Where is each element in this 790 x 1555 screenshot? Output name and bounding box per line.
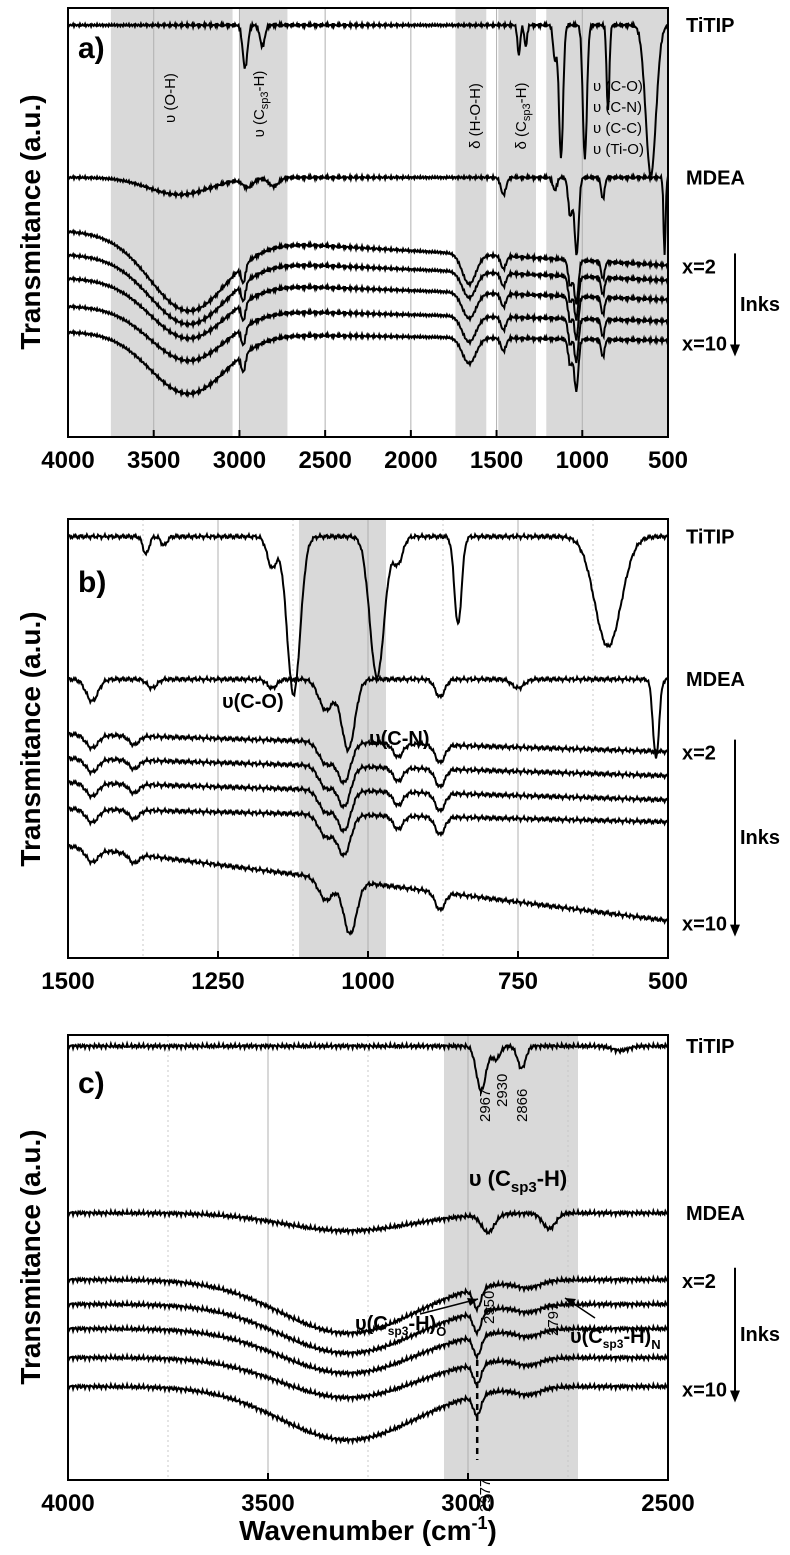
- panel-0: TiTIP MDEA x=2 x=10 Inks 4000 3500 3000 2500 2000…: [15, 7, 780, 474]
- band-label: υ (O-H): [162, 73, 179, 123]
- spectrum-line: [67, 1323, 669, 1379]
- assignment-label: υ (C-O): [593, 78, 643, 95]
- series-label: TiTIP: [686, 1036, 735, 1058]
- spectrum-line: [67, 843, 669, 936]
- spectrum-line: [67, 730, 669, 786]
- panel-letter: b): [78, 566, 106, 599]
- assignment-label: υ (C-N): [593, 99, 642, 116]
- spectrum-line: [67, 754, 669, 810]
- series-label: TiTIP: [686, 15, 735, 37]
- ink-label-last: x=10: [682, 914, 727, 936]
- inks-label: Inks: [740, 294, 780, 316]
- panel-1: TiTIP MDEA x=2 x=10 Inks 1500 1250 1000 750 500 b)…: [15, 518, 780, 995]
- y-axis-title: Transmitance (a.u.): [15, 611, 46, 866]
- annotation-label: υ(C-O): [222, 691, 284, 713]
- ink-label-last: x=10: [682, 333, 727, 355]
- x-tick-label: 1000: [341, 968, 394, 995]
- spectrum-line: [67, 674, 669, 759]
- peak-label: 2967: [477, 1089, 494, 1122]
- ink-label-first: x=2: [682, 1271, 716, 1293]
- x-tick-label: 500: [648, 447, 688, 474]
- x-tick-label: 2500: [298, 447, 351, 474]
- spectrum-line: [67, 328, 669, 399]
- y-axis-title: Transmitance (a.u.): [15, 1129, 46, 1384]
- band-title: υ (Csp3-H): [469, 1166, 568, 1196]
- band-label: δ (H-O-H): [467, 83, 484, 149]
- shaded-band: [455, 8, 487, 437]
- peak-label: 2950: [481, 1291, 498, 1324]
- annotation-label: υ(Csp3-H)N: [570, 1326, 661, 1352]
- assignment-label: υ (Ti-O): [593, 141, 644, 158]
- spectrum-line: [67, 531, 669, 698]
- ink-label-first: x=2: [682, 256, 716, 278]
- x-axis-title: Wavenumber (cm-1): [239, 1513, 497, 1546]
- inks-label: Inks: [740, 827, 780, 849]
- spectrum-line: [67, 805, 669, 859]
- x-tick-label: 1000: [556, 447, 609, 474]
- plot-frame: [67, 1034, 669, 1481]
- annotation-label: υ(Csp3-H)O: [355, 1313, 446, 1339]
- peak-label: 2977: [477, 1479, 494, 1512]
- shaded-band: [110, 8, 233, 437]
- ink-arrow-head: [730, 344, 740, 357]
- x-tick-label: 500: [648, 968, 688, 995]
- annotation-arrow-head: [467, 1298, 478, 1306]
- x-tick-label: 4000: [41, 447, 94, 474]
- shaded-band: [498, 8, 536, 437]
- x-tick-label: 1250: [191, 968, 244, 995]
- annotation-arrow-head: [565, 1298, 576, 1306]
- spectrum-line: [67, 1380, 669, 1446]
- series-label: TiTIP: [686, 527, 735, 549]
- peak-label: 2930: [494, 1074, 511, 1107]
- assignment-label: υ (C-C): [593, 120, 642, 137]
- ink-arrow-head: [730, 1390, 740, 1403]
- panel-letter: c): [78, 1067, 105, 1100]
- plot-frame: [67, 7, 669, 438]
- ink-label-last: x=10: [682, 1380, 727, 1402]
- spectrum-line: [67, 251, 669, 330]
- inks-label: Inks: [740, 1324, 780, 1346]
- x-tick-label: 3500: [241, 1490, 294, 1517]
- x-tick-label: 1500: [41, 968, 94, 995]
- spectrum-line: [67, 1274, 669, 1339]
- series-label: MDEA: [686, 167, 745, 189]
- annotation-label: υ(C-N): [369, 728, 430, 750]
- x-tick-label: 2000: [384, 447, 437, 474]
- spectrum-line: [67, 275, 669, 344]
- panel-2: TiTIP MDEA x=2 x=10 Inks 4000 3500 3000 2500 c) Tr…: [15, 1034, 780, 1546]
- series-label: MDEA: [686, 1203, 745, 1225]
- spectrum-line: [67, 303, 669, 366]
- ink-arrow-head: [730, 924, 740, 937]
- x-tick-label: 750: [498, 968, 538, 995]
- shaded-band: [444, 1035, 578, 1480]
- series-label: MDEA: [686, 669, 745, 691]
- spectrum-line: [67, 19, 669, 179]
- spectrum-line: [67, 228, 669, 317]
- peak-label: 2866: [514, 1089, 531, 1122]
- x-tick-label: 3000: [441, 1490, 494, 1517]
- x-tick-label: 2500: [641, 1490, 694, 1517]
- peak-label: 2797: [545, 1303, 562, 1336]
- x-tick-label: 1500: [470, 447, 523, 474]
- spectrum-line: [67, 1298, 669, 1359]
- spectrum-line: [67, 1351, 669, 1404]
- spectrum-line: [67, 1207, 669, 1237]
- band-label: δ (Csp3-H): [513, 83, 533, 150]
- band-label: υ (Csp3-H): [251, 71, 271, 138]
- ink-label-first: x=2: [682, 743, 716, 765]
- x-tick-label: 3500: [127, 447, 180, 474]
- shaded-band: [239, 8, 288, 437]
- spectrum-line: [67, 1040, 669, 1095]
- x-tick-label: 3000: [213, 447, 266, 474]
- spectrum-line: [67, 171, 669, 256]
- y-axis-title: Transmitance (a.u.): [15, 94, 46, 349]
- spectrum-line: [67, 779, 669, 835]
- panel-letter: a): [78, 32, 105, 65]
- x-tick-label: 4000: [41, 1490, 94, 1517]
